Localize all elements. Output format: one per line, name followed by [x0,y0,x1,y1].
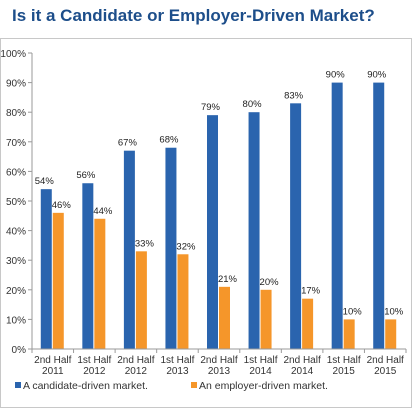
y-tick-label: 10% [6,315,26,326]
bar-candidate-driven [82,183,94,349]
legend-label: An employer-driven market. [199,380,328,392]
data-label: 46% [52,200,72,211]
data-label: 33% [135,238,155,249]
y-tick-label: 90% [6,79,26,90]
bar-employer-driven [135,251,147,349]
data-label: 79% [201,102,221,113]
bar-candidate-driven [248,112,260,349]
data-label: 56% [76,170,96,181]
data-label: 54% [35,176,55,187]
bar-employer-driven [52,212,64,349]
y-tick-label: 20% [6,286,26,297]
y-tick-label: 40% [6,227,26,238]
y-tick-label: 60% [6,167,26,178]
x-axis: 2nd Half 2011 1st Half 2012 2nd Half 2012 1st … [31,348,407,377]
legend: A candidate-driven market. An employer-dr… [15,380,328,392]
data-label: 67% [118,138,138,149]
data-label: 10% [384,306,404,317]
bar-candidate-driven [207,115,218,349]
y-tick-label: 50% [6,197,26,208]
data-label: 83% [284,90,304,101]
x-tick-label: 2nd Half 2015 [367,355,404,377]
bar-employer-driven [219,286,230,349]
x-tick-label: 2nd Half 2011 [34,355,71,377]
bar-employer-driven [385,319,397,349]
bar-employer-driven [260,289,272,349]
bar-candidate-driven [40,189,52,349]
x-tick-label: 2nd Half 2012 [117,355,154,377]
legend-swatch [15,382,21,388]
data-label: 20% [260,277,280,288]
y-tick-label: 30% [6,256,26,267]
bar-candidate-driven [123,150,135,349]
bar-candidate-driven [373,82,385,349]
data-label: 90% [326,70,346,81]
data-label: 32% [176,241,196,252]
x-tick-label: 1st Half 2012 [77,355,111,377]
bars [40,82,397,349]
bar-candidate-driven [290,103,302,349]
data-label: 80% [243,99,263,110]
y-tick-label: 0% [12,345,27,356]
bar-candidate-driven [165,147,177,349]
y-axis: 0% 10% 20% 30% 40% 50% 60% 70% 80% 90% 100% [0,49,33,356]
legend-label: A candidate-driven market. [23,380,148,392]
data-label: 90% [367,70,387,81]
data-label: 21% [218,274,238,285]
bar-candidate-driven [331,82,343,349]
bar-chart: 0% 10% 20% 30% 40% 50% 60% 70% 80% 90% 100% 54% 56%… [0,49,407,392]
x-tick-label: 1st Half 2013 [160,355,194,377]
x-tick-label: 2nd Half 2013 [200,355,237,377]
data-labels: 54% 56% 67% 68% 79% 80% 83% 90% 90% 46% 44% 33% 32% 2… [35,70,404,318]
bar-employer-driven [302,298,314,349]
bar-employer-driven [177,254,189,349]
data-label: 44% [93,206,113,217]
y-tick-label: 100% [1,49,26,60]
legend-swatch [191,382,197,388]
x-tick-label: 1st Half 2015 [327,355,361,377]
chart-frame: 0% 10% 20% 30% 40% 50% 60% 70% 80% 90% 100% 54% 56%… [0,38,412,408]
data-label: 68% [159,135,179,146]
data-label: 10% [343,306,363,317]
y-tick-label: 70% [6,138,26,149]
y-tick-label: 80% [6,108,26,119]
bar-employer-driven [343,319,355,349]
x-tick-label: 1st Half 2014 [244,355,278,377]
x-tick-label: 2nd Half 2014 [283,355,320,377]
chart-title: Is it a Candidate or Employer-Driven Mar… [12,6,375,25]
data-label: 17% [301,286,321,297]
bar-employer-driven [94,218,106,349]
